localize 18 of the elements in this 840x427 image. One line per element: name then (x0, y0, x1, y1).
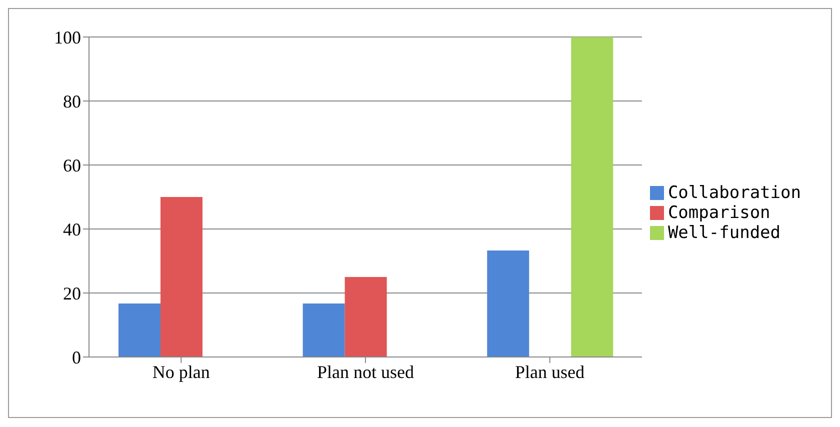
legend-label: Well-funded (668, 223, 781, 243)
legend-label: Comparison (668, 203, 770, 223)
x-tick-label: Plan used (515, 362, 585, 382)
legend-label: Collaboration (668, 183, 801, 203)
x-tick-label: No plan (152, 362, 210, 382)
bar (302, 304, 345, 357)
bar (571, 37, 614, 357)
bar (160, 197, 202, 357)
y-tick-label: 60 (63, 155, 81, 176)
bar (344, 277, 387, 357)
x-tick-label: Plan not used (316, 362, 414, 382)
bar (487, 250, 530, 357)
y-tick-label: 100 (54, 27, 81, 48)
bar (118, 304, 160, 357)
y-tick-label: 20 (63, 283, 81, 304)
y-tick-label: 40 (63, 219, 81, 240)
y-tick-label: 80 (63, 91, 81, 112)
y-tick-label: 0 (72, 347, 81, 368)
